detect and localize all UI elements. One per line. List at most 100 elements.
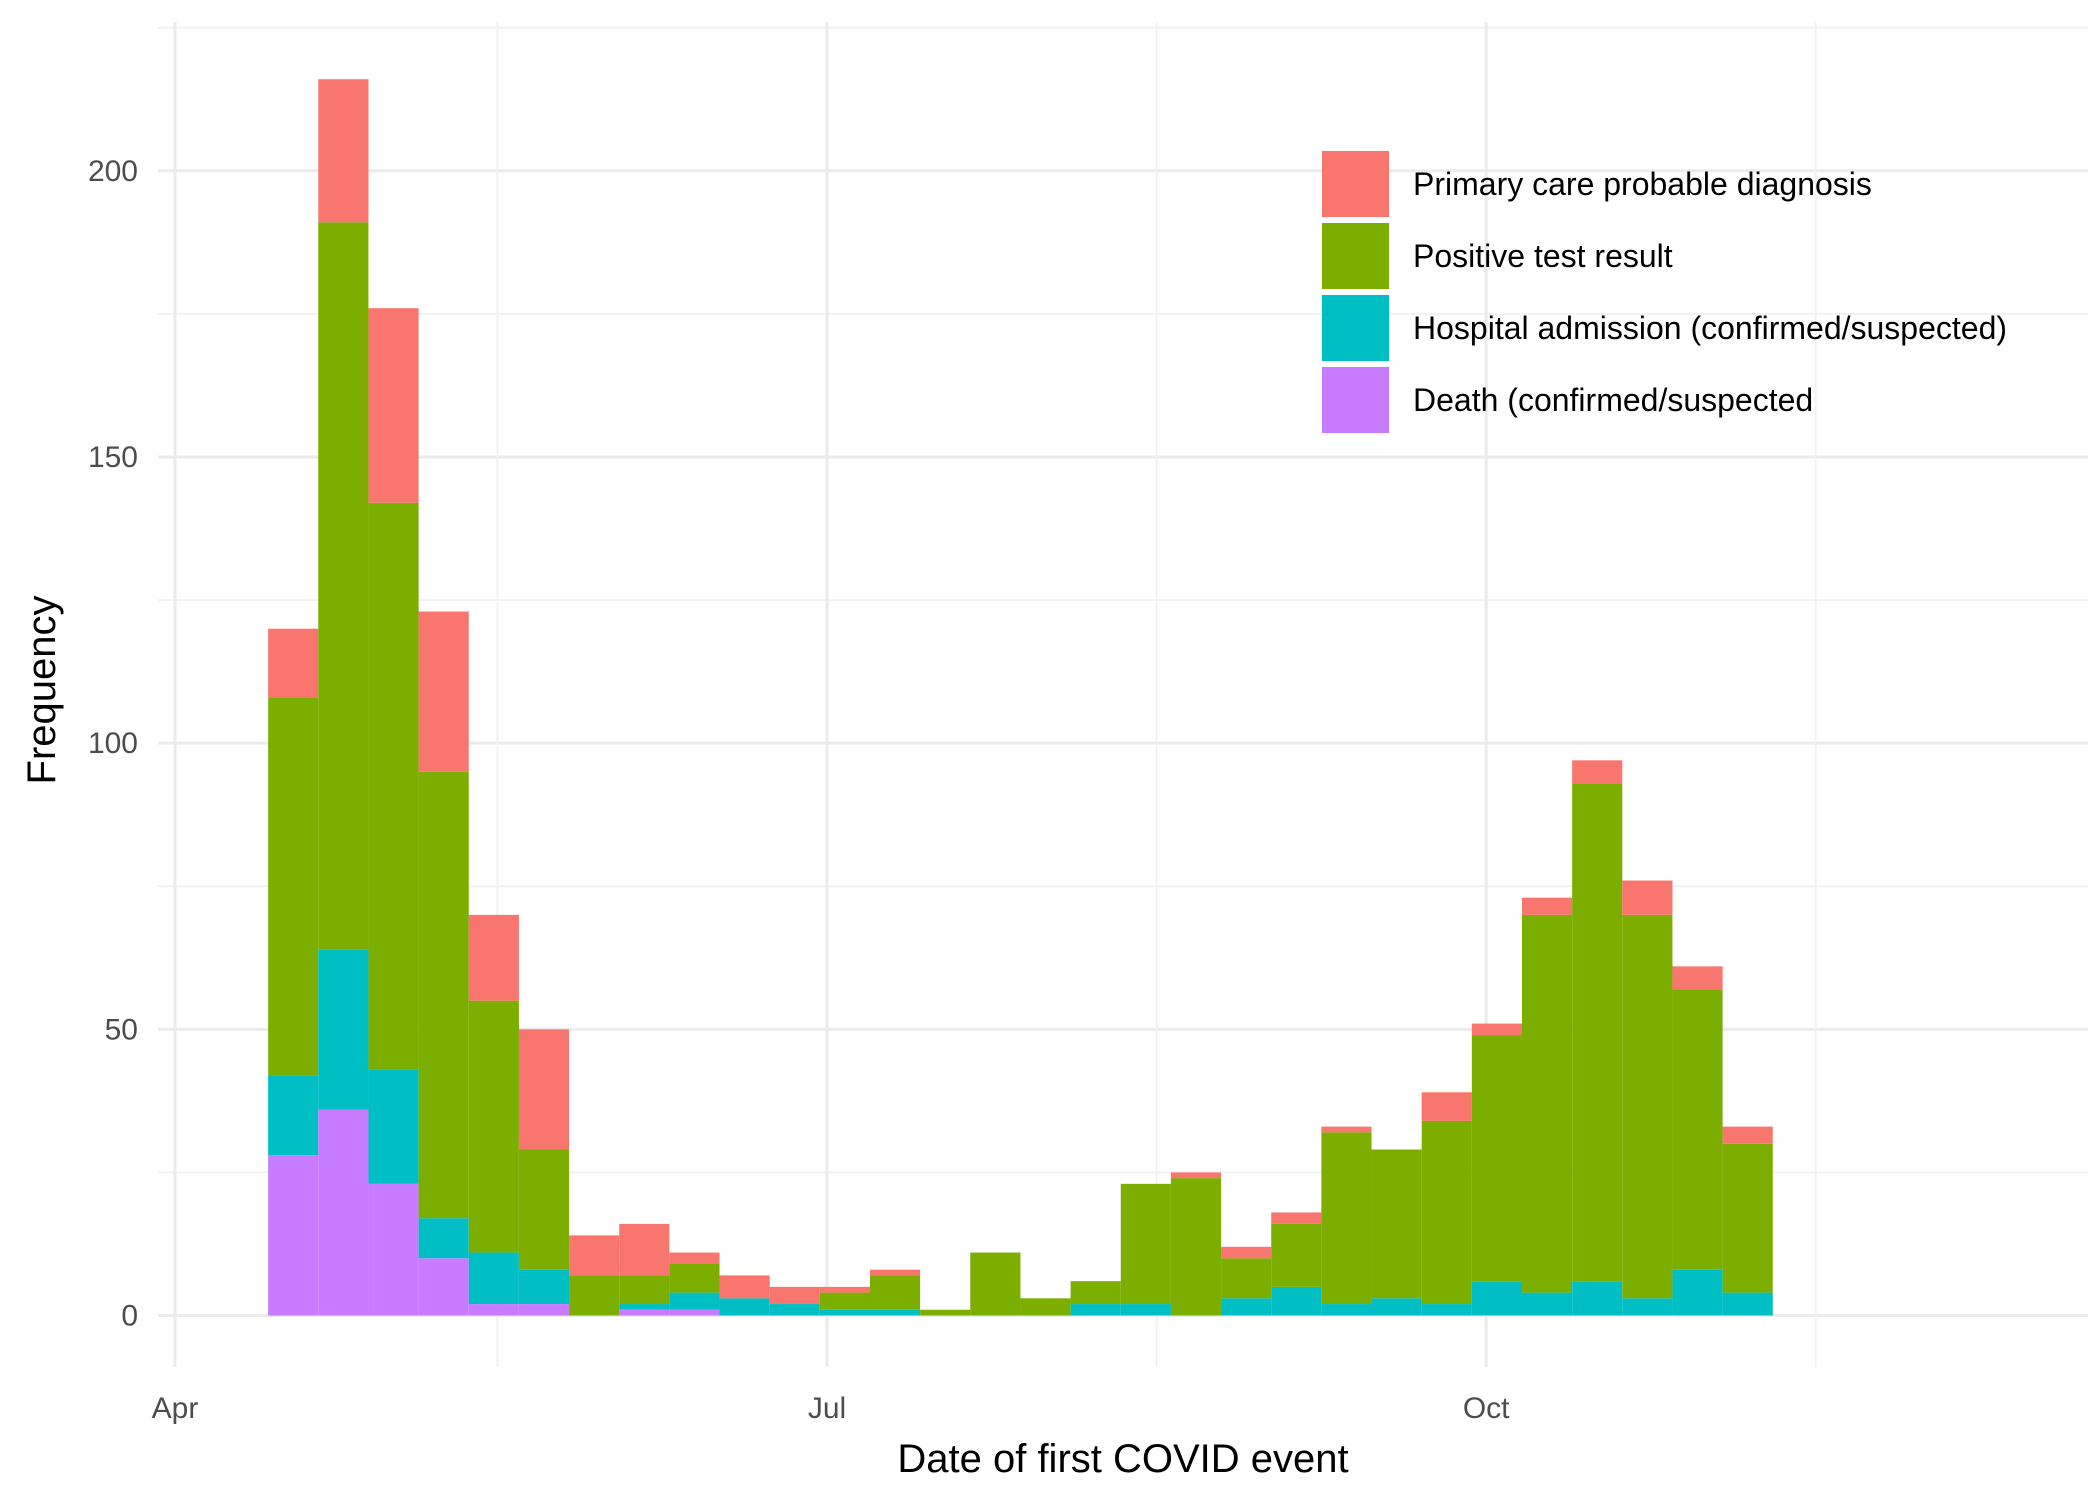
legend-item: Primary care probable diagnosis bbox=[1322, 151, 1872, 217]
bar-segment bbox=[1221, 1298, 1272, 1316]
bar-segment bbox=[1221, 1258, 1272, 1299]
bar-segment bbox=[268, 697, 319, 1076]
bar-segment bbox=[1672, 1269, 1723, 1316]
bar-segment bbox=[1622, 1298, 1673, 1316]
bar-segment bbox=[1271, 1212, 1322, 1224]
bar-segment bbox=[268, 1075, 319, 1156]
bar-segment bbox=[869, 1309, 921, 1316]
x-tick-label: Apr bbox=[152, 1392, 199, 1425]
bar-segment bbox=[669, 1292, 720, 1310]
bar-segment bbox=[1070, 1304, 1121, 1316]
bar-segment bbox=[518, 1304, 570, 1316]
bar-segment bbox=[418, 1218, 469, 1259]
grid bbox=[158, 22, 2088, 1367]
bar-segment bbox=[1321, 1304, 1372, 1316]
bar-segment bbox=[368, 308, 419, 503]
y-axis-ticks: 0 50 100 150 200 bbox=[88, 155, 138, 1333]
bar-segment bbox=[1521, 914, 1573, 1293]
legend-swatch bbox=[1322, 295, 1389, 361]
bar-segment bbox=[619, 1275, 670, 1305]
bar-segment bbox=[819, 1292, 870, 1310]
bar-segment bbox=[518, 1029, 570, 1150]
bar-segment bbox=[970, 1252, 1021, 1316]
bar-segment bbox=[819, 1309, 870, 1316]
bar-segment bbox=[1572, 783, 1623, 1282]
bar-segment bbox=[1471, 1281, 1522, 1316]
bar-segment bbox=[318, 222, 369, 950]
bar-segment bbox=[318, 1109, 369, 1316]
bar-segment bbox=[1722, 1143, 1773, 1293]
bar-segment bbox=[368, 1183, 419, 1316]
y-tick-label: 0 bbox=[121, 1299, 138, 1332]
bar-segment bbox=[1170, 1178, 1222, 1316]
x-axis-ticks: Apr Jul Oct bbox=[152, 1392, 1511, 1425]
bar-segment bbox=[418, 611, 469, 772]
bar-segment bbox=[1471, 1035, 1522, 1282]
legend-item: Hospital admission (confirmed/suspected) bbox=[1322, 295, 2007, 361]
bar-segment bbox=[619, 1309, 670, 1316]
bar-segment bbox=[468, 1000, 519, 1253]
legend-label: Hospital admission (confirmed/suspected) bbox=[1413, 310, 2007, 346]
y-tick-label: 200 bbox=[88, 155, 138, 188]
bar-segment bbox=[518, 1269, 570, 1305]
legend-item: Positive test result bbox=[1322, 223, 1673, 289]
bar-segment bbox=[1020, 1298, 1071, 1316]
bar-segment bbox=[268, 1155, 319, 1316]
bar-segment bbox=[569, 1235, 620, 1276]
bar-segment bbox=[669, 1252, 720, 1264]
bar-segment bbox=[1521, 897, 1573, 915]
legend-label: Primary care probable diagnosis bbox=[1413, 166, 1872, 202]
bar-segment bbox=[1572, 760, 1623, 784]
bar-segment bbox=[1271, 1223, 1322, 1287]
bar-segment bbox=[869, 1275, 921, 1310]
legend-swatch bbox=[1322, 367, 1389, 433]
bar-segment bbox=[1622, 880, 1673, 915]
bar-segment bbox=[368, 1069, 419, 1184]
bar-segment bbox=[619, 1304, 670, 1310]
y-axis-title: Frequency bbox=[20, 596, 64, 785]
bar-segment bbox=[1722, 1292, 1773, 1316]
bar-segment bbox=[1421, 1120, 1472, 1305]
x-tick-label: Oct bbox=[1463, 1392, 1510, 1425]
bar-segment bbox=[1572, 1281, 1623, 1316]
bar-segment bbox=[318, 79, 369, 223]
bar-segment bbox=[1321, 1126, 1372, 1133]
legend-label: Death (confirmed/suspected bbox=[1413, 382, 1813, 418]
bar-segment bbox=[1672, 989, 1723, 1270]
bar-segment bbox=[1421, 1092, 1472, 1121]
bar-segment bbox=[1622, 914, 1673, 1299]
bar-segment bbox=[1722, 1126, 1773, 1144]
bar-segment bbox=[1471, 1023, 1522, 1036]
bar-segment bbox=[468, 1252, 519, 1305]
bar-segment bbox=[920, 1309, 971, 1316]
bar-segment bbox=[1070, 1281, 1121, 1305]
bar-segment bbox=[769, 1304, 820, 1316]
bar-segment bbox=[669, 1309, 720, 1316]
bar-segment bbox=[1321, 1132, 1372, 1305]
bar-segment bbox=[418, 771, 469, 1219]
bar-segment bbox=[1221, 1246, 1272, 1259]
bar-segment bbox=[1371, 1298, 1422, 1316]
bar-segment bbox=[1120, 1183, 1171, 1305]
bar-segment bbox=[1120, 1304, 1171, 1316]
bar-segment bbox=[1672, 966, 1723, 990]
legend-swatch bbox=[1322, 151, 1389, 217]
x-tick-label: Jul bbox=[808, 1392, 846, 1425]
bar-segment bbox=[468, 914, 519, 1001]
y-tick-label: 150 bbox=[88, 441, 138, 474]
bar-segment bbox=[468, 1304, 519, 1316]
legend-swatch bbox=[1322, 223, 1389, 289]
y-tick-label: 100 bbox=[88, 727, 138, 760]
bar-segment bbox=[368, 502, 419, 1070]
bar-segment bbox=[1371, 1149, 1422, 1299]
x-axis-title: Date of first COVID event bbox=[897, 1437, 1348, 1481]
bar-segment bbox=[719, 1275, 770, 1299]
bar-segment bbox=[268, 628, 319, 698]
bars bbox=[268, 79, 1773, 1316]
bar-segment bbox=[1421, 1304, 1472, 1316]
bar-segment bbox=[719, 1298, 770, 1316]
bar-segment bbox=[418, 1258, 469, 1316]
bar-segment bbox=[1170, 1172, 1222, 1179]
